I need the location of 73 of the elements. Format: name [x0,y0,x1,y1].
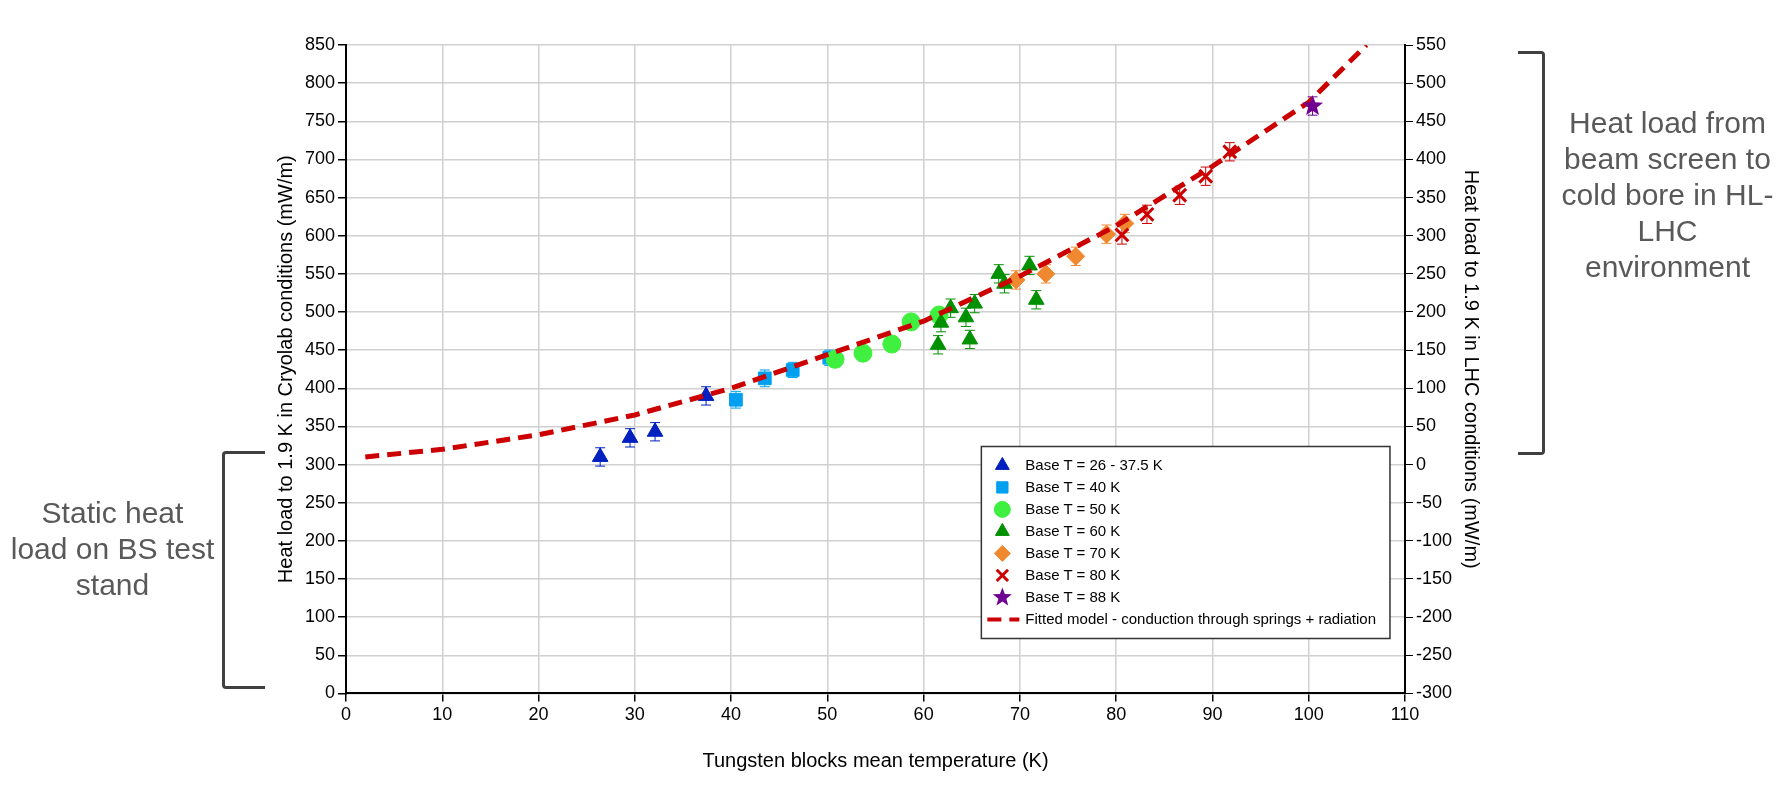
x-tick-label: 20 [528,704,549,725]
y-tick-label: 550 [304,262,336,283]
point [825,349,845,369]
y-tick-label: 500 [304,300,336,321]
y-tick-label: 50 [315,644,336,665]
point [1021,255,1038,271]
y-tick-label: 700 [304,148,336,169]
y-tick-label: 650 [304,186,336,207]
y2-tick-label: 200 [1415,300,1447,321]
x-tick-label: 60 [913,704,934,725]
y-tick-label: 100 [304,606,336,627]
x-tick-label: 70 [1009,704,1030,725]
point [1027,290,1045,305]
y-tick-label: 350 [304,415,336,436]
y-tick-label: 450 [304,339,336,360]
legend-label: Fitted model - conduction through springs + radiation [1025,609,1376,627]
text: Static heat load on BS test stand [10,495,215,603]
y2-tick-label: 500 [1415,72,1447,93]
x-tick-label: 40 [721,704,742,725]
y2-tick-label: -200 [1415,606,1452,627]
x-axis-title: Tungsten blocks mean temperature (K) [702,748,1049,771]
x-tick-label: 110 [1390,704,1420,725]
y2-tick-label: -50 [1415,491,1442,512]
point [966,294,983,309]
y-tick-label: 200 [304,529,336,550]
y2-tick-label: 350 [1415,186,1447,207]
y2-tick-label: -300 [1415,682,1452,703]
legend-label: Base T = 26 - 37.5 K [1025,455,1163,473]
y-tick-label: 800 [304,72,336,93]
y2-tick-label: 400 [1415,148,1447,169]
legend-label: Base T = 80 K [1025,565,1121,583]
y2-tick-label: 300 [1415,224,1447,245]
point [961,329,979,345]
point [932,313,950,328]
y-tick-label: 250 [304,491,336,512]
legend-label: Base T = 70 K [1025,543,1121,561]
y-tick-label: 750 [304,110,336,131]
point [929,335,947,350]
y2-tick-label: 250 [1415,262,1447,283]
x-tick-label: 0 [341,704,352,725]
y-tick-label: 850 [304,33,336,54]
x-tick-label: 30 [624,704,645,725]
x-tick-label: 10 [432,704,453,725]
y-tick-label: 0 [325,682,336,703]
y-tick-label: 300 [304,453,336,474]
y2-tick-label: 550 [1415,33,1447,54]
y2-tick-label: -250 [1415,644,1452,665]
y-axis-title: Heat load to 1.9 K in Cryolab conditions (mW/m) [273,155,296,584]
point [621,428,639,443]
y-tick-label: 400 [304,377,336,398]
y2-tick-label: 0 [1415,453,1426,474]
point [591,447,609,462]
point [646,422,664,437]
legend-label: Base T = 60 K [1025,521,1121,539]
point [1302,95,1324,115]
y2-axis-title: Heat load to 1.9 K in LHC conditions (mW/m) [1461,169,1484,569]
y2-tick-label: -150 [1415,567,1452,588]
y-tick-label: 150 [304,567,336,588]
text: Heat load from beam screen to cold bore in HL-LHC environment [1560,105,1775,285]
y-tick-label: 600 [304,224,336,245]
y2-tick-label: -100 [1415,529,1452,550]
x-tick-label: 80 [1106,704,1127,725]
y2-tick-label: 150 [1415,339,1447,360]
y2-tick-label: 50 [1415,415,1436,436]
y2-tick-label: 100 [1415,377,1447,398]
legend-label: Base T = 50 K [1025,499,1121,517]
x-tick-label: 100 [1293,704,1324,725]
legend-label: Base T = 88 K [1025,587,1121,605]
legend-label: Base T = 40 K [1025,477,1121,495]
x-tick-label: 90 [1202,704,1223,725]
x-tick-label: 50 [817,704,838,725]
y2-tick-label: 450 [1415,110,1447,131]
point [957,307,975,323]
